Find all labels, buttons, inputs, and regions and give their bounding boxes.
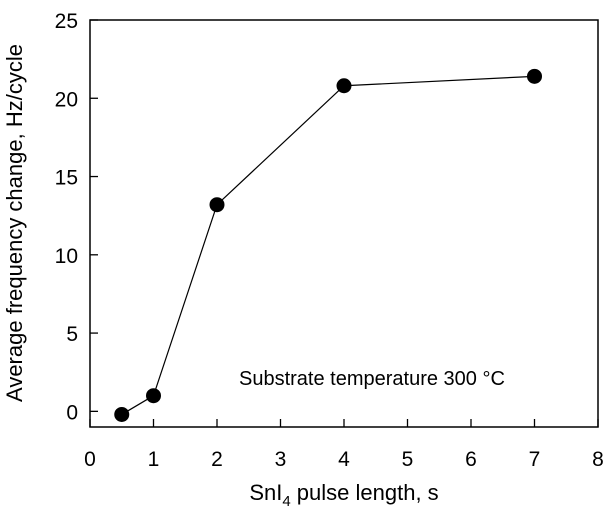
data-point [336,78,352,94]
x-tick-label: 3 [275,448,287,471]
y-tick-label: 5 [66,323,78,346]
x-tick-label: 1 [148,448,160,471]
y-tick-label: 15 [55,167,78,190]
y-tick-label: 10 [55,245,78,268]
x-tick-label: 5 [402,448,414,471]
data-points [114,68,542,422]
data-point [114,406,130,422]
x-tick-label: 0 [84,448,96,471]
x-tick-label: 2 [211,448,223,471]
x-tick-label: 6 [465,448,477,471]
data-point [146,388,161,404]
y-tick-label: 25 [55,10,78,33]
y-tick-label: 20 [55,88,78,111]
data-point [209,197,225,213]
x-tick-label: 4 [338,448,350,471]
data-point [527,68,542,84]
x-tick-label: 8 [592,448,604,471]
x-tick-label: 7 [529,448,541,471]
y-axis-tick-labels: 0 5 10 15 20 25 [55,10,78,424]
y-axis-title: Average frequency change, Hz/cycle [2,44,27,402]
y-tick-label: 0 [66,401,78,424]
x-axis-ticks [89,419,599,427]
y-axis-ticks [90,19,98,412]
x-axis-title: SnI4 pulse length, s [249,480,438,510]
annotation-substrate-temperature: Substrate temperature 300 °C [239,368,505,390]
x-axis-tick-labels: 0 1 2 3 4 5 6 7 8 [84,448,604,471]
series-line [121,75,535,415]
